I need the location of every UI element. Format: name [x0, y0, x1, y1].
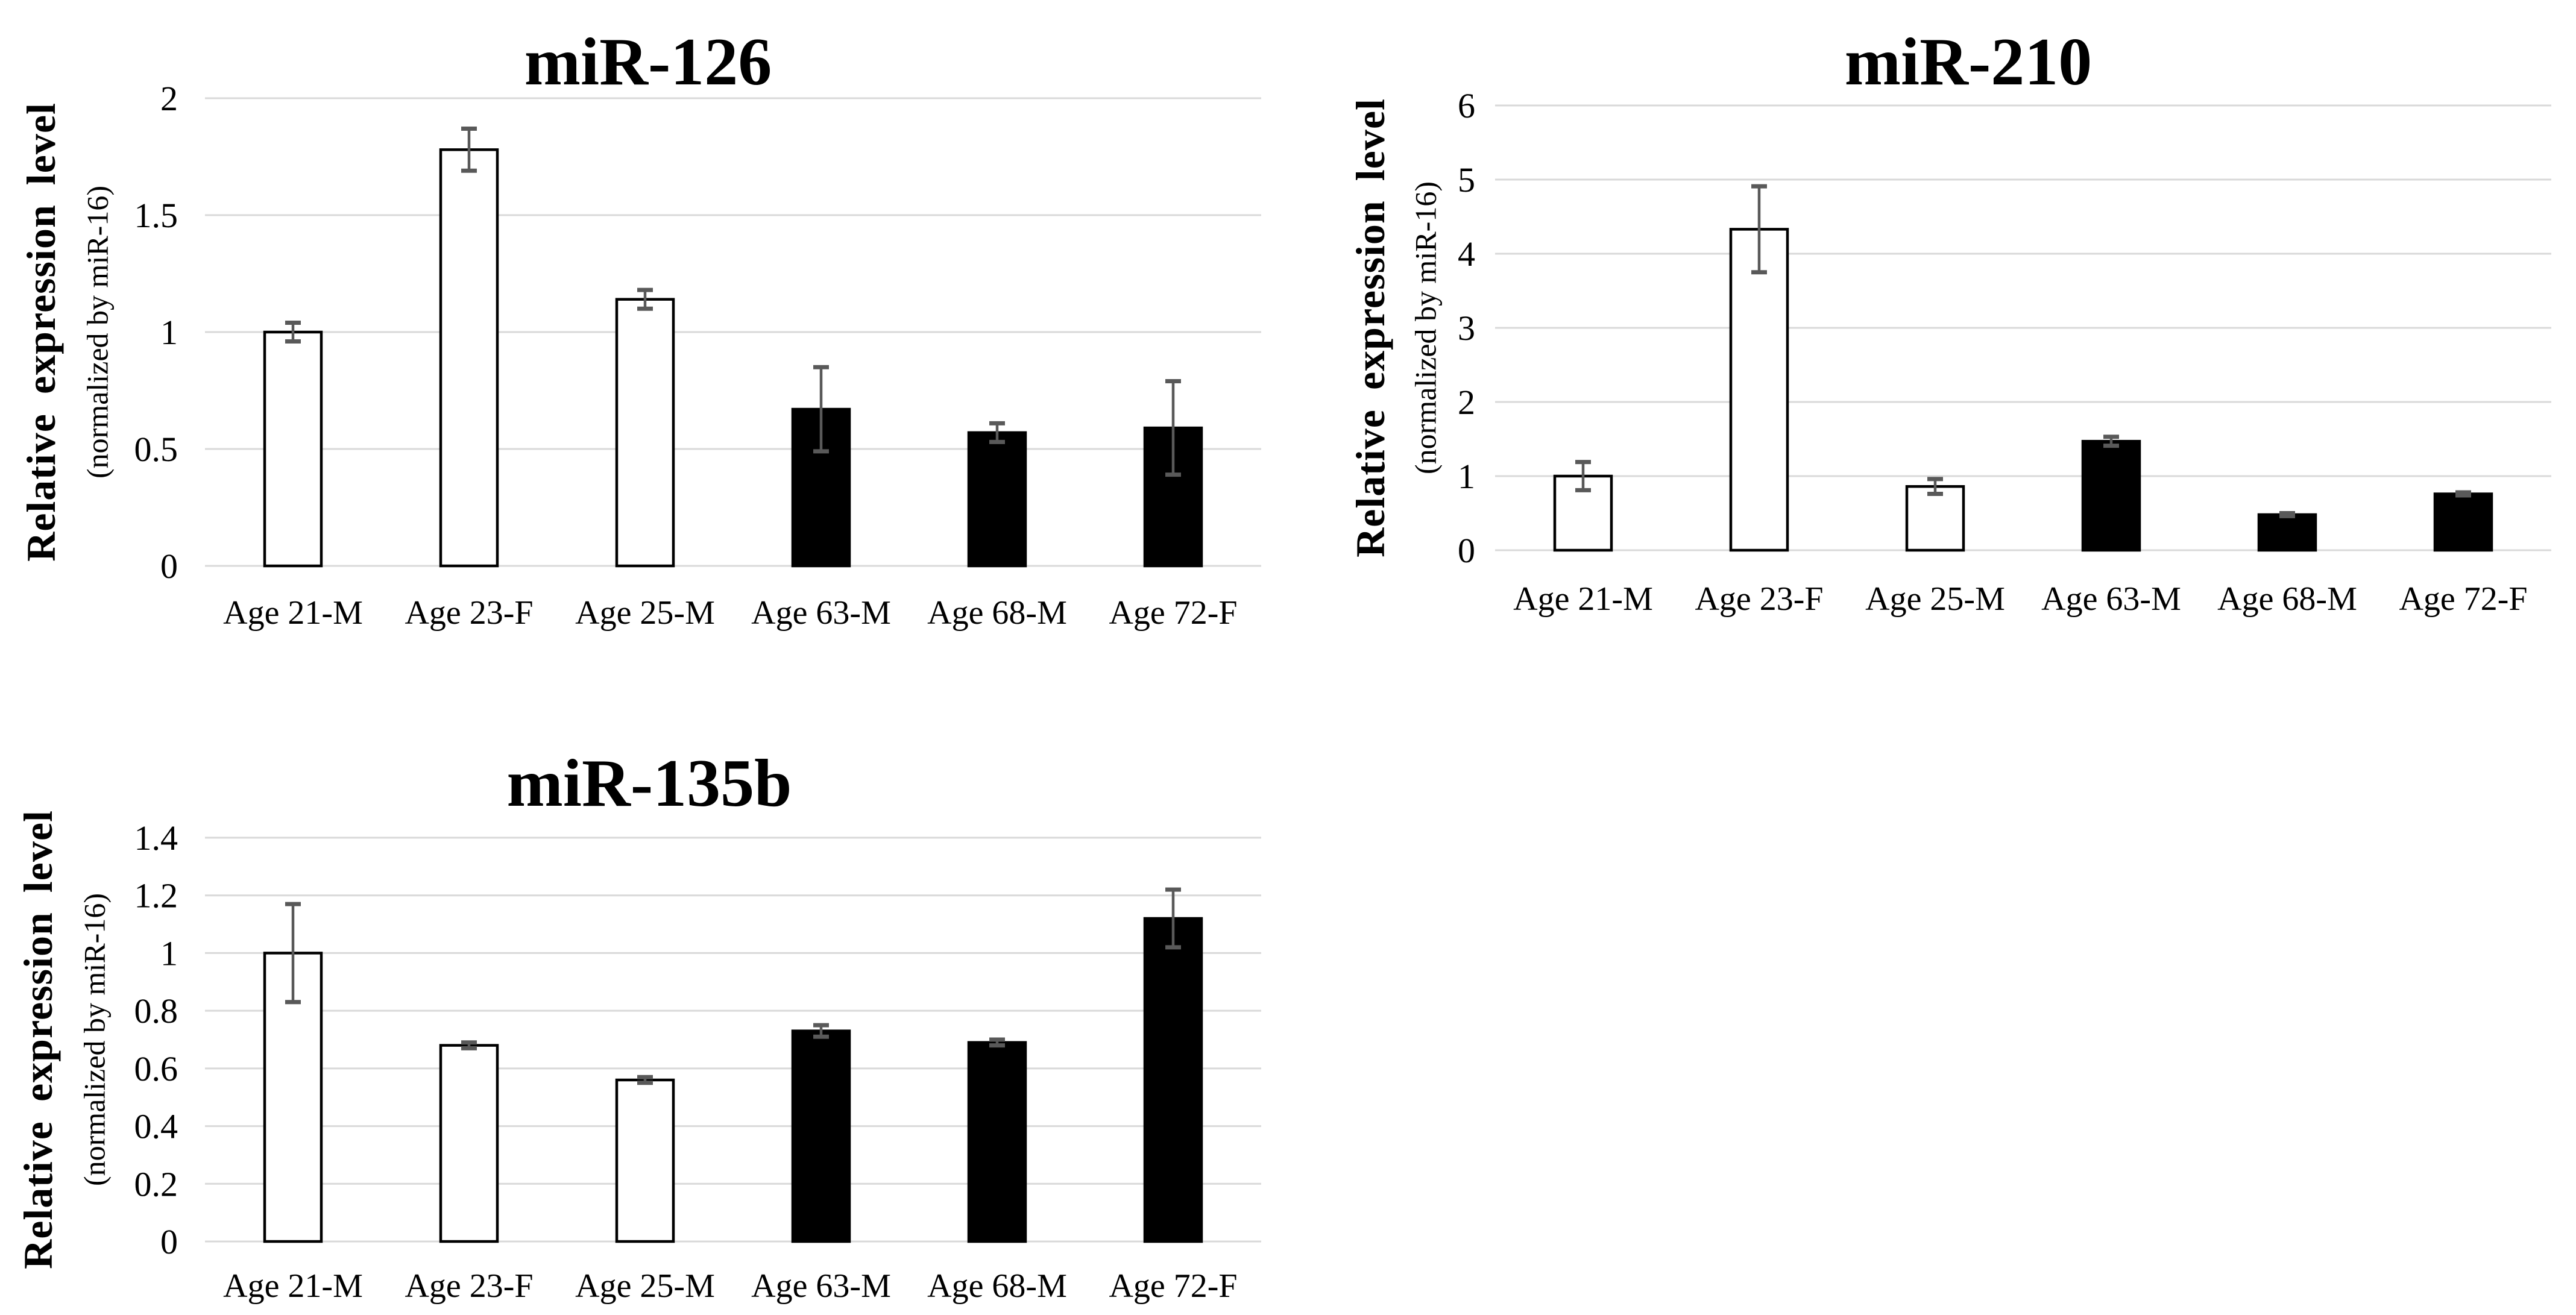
bar — [615, 298, 675, 568]
y-tick-label: 0 — [160, 1222, 178, 1261]
y-tick-label: 3 — [1458, 309, 1475, 348]
x-tick-label: Age 68-M — [2217, 580, 2357, 618]
bar — [2257, 513, 2317, 552]
x-tick-label: Age 72-F — [1109, 1267, 1237, 1305]
y-tick-label: 2 — [160, 79, 178, 118]
y-tick-label: 0.4 — [134, 1107, 178, 1146]
x-tick-label: Age 25-M — [1865, 580, 2005, 618]
y-tick-label: 0 — [160, 547, 178, 586]
y-tick-label: 0.2 — [134, 1164, 178, 1204]
x-tick-label: Age 23-F — [405, 594, 533, 632]
chart-title: miR-135b — [507, 746, 792, 821]
x-tick-label: Age 72-F — [2399, 580, 2527, 618]
y-tick-label: 4 — [1458, 234, 1475, 274]
y-tick-label: 0.5 — [134, 430, 178, 469]
chart-mir-126: miR-126 Relative expression level (norma… — [18, 25, 1261, 632]
bar — [1729, 228, 1789, 552]
bar — [791, 407, 851, 568]
x-tick-label: Age 21-M — [223, 594, 363, 632]
chart-mir-135b: miR-135b Relative expression level (norm… — [15, 746, 1261, 1305]
x-tick-label: Age 63-M — [751, 1267, 891, 1305]
x-tick-label: Age 25-M — [575, 594, 715, 632]
y-axis-sublabel: (normalized by miR-16) — [1409, 181, 1443, 474]
y-tick-label: 1 — [1458, 457, 1475, 496]
bar — [2081, 439, 2141, 552]
x-tick-label: Age 23-F — [405, 1267, 533, 1305]
y-tick-label: 1 — [160, 934, 178, 973]
y-tick-label: 2 — [1458, 383, 1475, 422]
y-axis-label: Relative expression level — [18, 102, 64, 562]
bar — [967, 431, 1027, 568]
y-tick-label: 1.5 — [134, 196, 178, 235]
y-axis-sublabel: (normalized by miR-16) — [78, 893, 112, 1186]
x-tick-label: Age 23-F — [1695, 580, 1823, 618]
bar — [439, 148, 499, 568]
y-tick-label: 1.2 — [134, 876, 178, 915]
x-tick-label: Age 72-F — [1109, 594, 1237, 632]
plot-area: 2 1.5 1 0.5 0 Age 21-M Age 23-F Age 25-M Age 63-… — [134, 79, 1261, 632]
bar — [1905, 485, 1965, 552]
plot-area: 1.4 1.2 1 0.8 0.6 0.4 0.2 0 Age 21-M Age 23-F Age … — [134, 818, 1261, 1305]
y-axis-sublabel: (normalized by miR-16) — [81, 186, 115, 479]
y-tick-label: 6 — [1458, 86, 1475, 125]
y-tick-label: 1 — [160, 313, 178, 352]
y-axis-label: Relative expression level — [15, 810, 61, 1269]
bar — [263, 330, 323, 568]
bar — [2433, 492, 2493, 552]
x-tick-label: Age 63-M — [751, 594, 891, 632]
bar — [1143, 917, 1203, 1243]
bar — [439, 1044, 499, 1243]
chart-mir-210: miR-210 Relative expression level (norma… — [1347, 25, 2551, 618]
x-tick-label: Age 63-M — [2041, 580, 2181, 618]
x-tick-label: Age 21-M — [223, 1267, 363, 1305]
plot-area: 6 5 4 3 2 1 0 Age 21-M Age 23-F Age 25-M Age 63-M A… — [1458, 86, 2551, 618]
y-axis-label: Relative expression level — [1347, 98, 1393, 557]
bar — [615, 1078, 675, 1243]
y-tick-label: 0 — [1458, 531, 1475, 570]
bar — [791, 1029, 851, 1243]
y-tick-label: 5 — [1458, 160, 1475, 199]
y-tick-label: 0.8 — [134, 991, 178, 1031]
y-tick-label: 0.6 — [134, 1049, 178, 1088]
chart-title: miR-210 — [1845, 25, 2093, 99]
x-tick-label: Age 25-M — [575, 1267, 715, 1305]
y-tick-label: 1.4 — [134, 818, 178, 858]
bar — [967, 1041, 1027, 1243]
x-tick-label: Age 68-M — [927, 594, 1067, 632]
x-tick-label: Age 21-M — [1513, 580, 1653, 618]
chart-title: miR-126 — [524, 25, 772, 99]
x-tick-label: Age 68-M — [927, 1267, 1067, 1305]
